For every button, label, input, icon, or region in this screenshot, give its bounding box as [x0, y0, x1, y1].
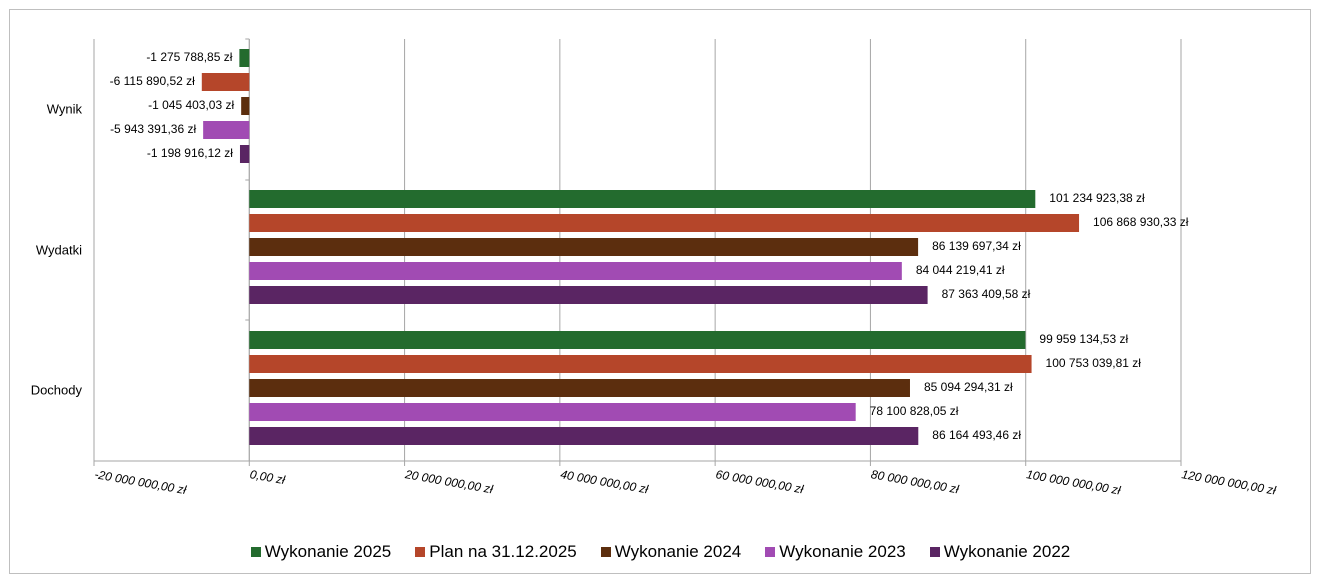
- x-tick-label: 0,00 zł: [249, 467, 287, 487]
- legend-label: Wykonanie 2023: [779, 542, 906, 561]
- bar: [239, 145, 250, 163]
- legend-label: Plan na 31.12.2025: [429, 542, 577, 561]
- category-label: Wynik: [47, 101, 83, 116]
- bar: [249, 214, 1080, 232]
- legend-item: Plan na 31.12.2025: [415, 542, 577, 562]
- x-tick-label: -20 000 000,00 zł: [93, 467, 187, 497]
- legend-item: Wykonanie 2024: [600, 542, 742, 562]
- x-tick-label: 60 000 000,00 zł: [715, 467, 805, 496]
- legend-label: Wykonanie 2022: [943, 542, 1071, 561]
- data-label: -1 045 403,03 zł: [148, 98, 234, 112]
- category-label: Dochody: [31, 382, 83, 397]
- x-tick-label: 20 000 000,00 zł: [403, 467, 494, 496]
- legend-item: Wykonanie 2025: [250, 542, 392, 562]
- data-label: -1 275 788,85 zł: [146, 50, 232, 64]
- bar: [249, 262, 902, 280]
- bar: [249, 331, 1026, 349]
- bar: [239, 49, 250, 67]
- chart-legend: Wykonanie 2025 Plan na 31.12.2025 Wykonani…: [0, 540, 1321, 564]
- bar: [203, 121, 250, 139]
- data-label: 85 094 294,31 zł: [924, 380, 1013, 394]
- x-tick-label: 120 000 000,00 zł: [1180, 467, 1277, 497]
- bar: [241, 97, 250, 115]
- bar: [249, 355, 1032, 373]
- legend-swatch: [600, 547, 611, 557]
- data-label: 78 100 828,05 zł: [870, 404, 959, 418]
- legend-swatch: [250, 547, 261, 557]
- legend-swatch: [929, 547, 940, 557]
- data-label: -5 943 391,36 zł: [110, 122, 196, 136]
- data-label: 86 164 493,46 zł: [932, 428, 1021, 442]
- data-label: -1 198 916,12 zł: [147, 146, 233, 160]
- bar: [249, 286, 928, 304]
- data-label: 84 044 219,41 zł: [916, 263, 1005, 277]
- legend-label: Wykonanie 2024: [614, 542, 742, 561]
- bar: [249, 403, 856, 421]
- data-label: -6 115 890,52 zł: [110, 74, 196, 88]
- data-label: 106 868 930,33 zł: [1093, 215, 1189, 229]
- x-tick-label: 100 000 000,00 zł: [1025, 467, 1122, 497]
- bar-chart: -20 000 000,00 zł 0,00 zł 20 000 000,00 zł…: [31, 38, 1277, 498]
- legend-item: Wykonanie 2022: [929, 542, 1071, 562]
- data-label: 101 234 923,38 zł: [1049, 191, 1145, 205]
- x-tick-label: 40 000 000,00 zł: [559, 467, 649, 496]
- legend-swatch: [765, 547, 776, 557]
- data-label: 100 753 039,81 zł: [1046, 356, 1142, 370]
- bar: [249, 190, 1036, 208]
- data-label: 99 959 134,53 zł: [1039, 332, 1128, 346]
- legend-item: Wykonanie 2023: [765, 542, 906, 562]
- data-label: 86 139 697,34 zł: [932, 239, 1021, 253]
- bar: [201, 73, 250, 91]
- x-tick-label: 80 000 000,00 zł: [870, 467, 960, 496]
- bar: [249, 427, 919, 445]
- data-label: 87 363 409,58 zł: [942, 287, 1031, 301]
- legend-swatch: [415, 547, 426, 557]
- category-label: Wydatki: [36, 242, 82, 257]
- legend-label: Wykonanie 2025: [264, 542, 392, 561]
- bar: [249, 238, 919, 256]
- bar: [249, 379, 910, 397]
